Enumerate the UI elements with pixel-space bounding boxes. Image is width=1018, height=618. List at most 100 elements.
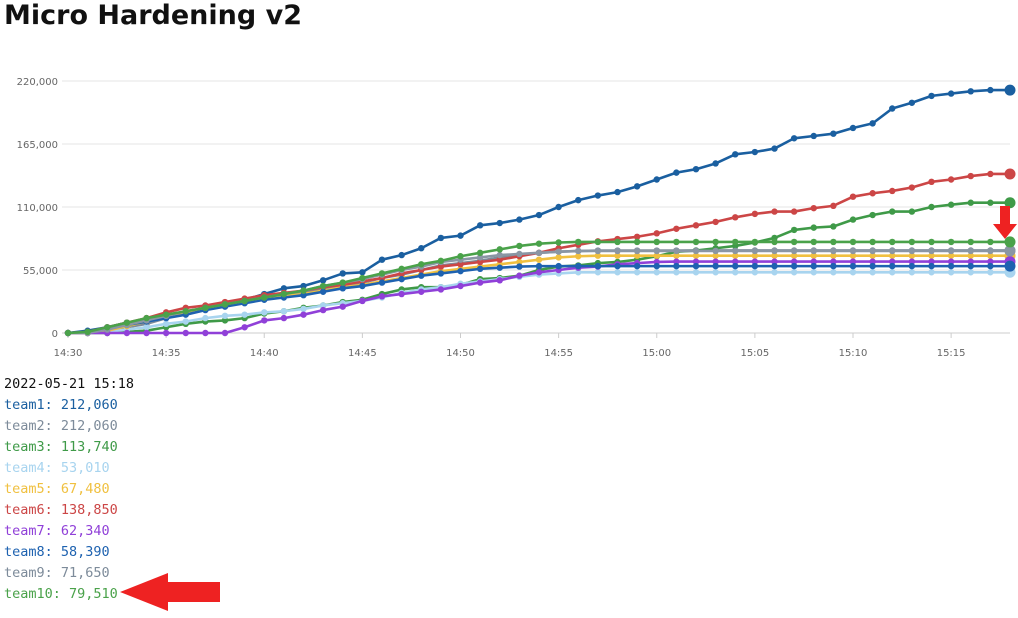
team10-point [300,287,307,294]
team10-point [162,311,170,318]
team6-point [673,225,680,232]
team8-point [614,262,621,270]
team3-point [849,216,857,223]
team5-point [516,258,523,266]
team9-point [476,254,484,261]
team6-point [849,193,857,200]
team7-point [359,297,366,305]
team1-point [633,183,641,190]
team10-point [633,238,641,246]
team10-point [653,238,660,246]
team6-point [830,202,837,210]
team7-point [908,258,916,265]
team8-point [594,262,602,270]
team3-point [810,224,817,231]
team6-point [633,233,641,240]
team10-point [732,238,739,246]
team5-point [653,252,660,259]
team7-point [162,329,170,337]
team10-point [182,308,189,315]
team5-point [673,252,680,259]
team7-point [751,258,759,265]
team1-point [418,245,425,252]
team10-point [241,297,248,305]
team10-point [555,239,562,246]
team8-point [790,262,798,270]
team1-point [771,145,778,152]
team1-point [535,211,543,219]
team10-point [614,238,621,246]
team10-point [202,304,209,311]
team7-point [535,269,543,276]
team3-point [967,199,974,206]
team9-point [496,251,503,259]
x-tick-label: 15:10 [839,348,868,359]
series-team1 [64,84,1016,337]
x-tick-label: 14:55 [544,348,573,359]
team1-point [280,285,288,292]
score-legend: 2022-05-21 15:18 team1: 212,060 team2: 21… [4,374,134,605]
team9-point [790,247,798,255]
team6-point [437,263,445,270]
team7-point [928,258,935,265]
team5-point [712,252,719,259]
x-tick-label: 14:50 [446,348,475,359]
team1-point [987,86,994,94]
team1-point [457,232,464,239]
team1-point [300,282,307,290]
team4-point [300,305,307,313]
team5-point [633,252,641,259]
team8-point [889,262,896,270]
team5-point [869,252,876,259]
team8-point [457,267,464,275]
team4-point [692,269,700,276]
team6-point [928,178,935,185]
team8-point [849,262,857,270]
team1-point [359,269,366,276]
x-tick-label: 14:40 [250,348,279,359]
team5-point [732,252,739,259]
team8-point [437,270,445,277]
team9-point [594,247,602,255]
team9-point [987,247,994,255]
team4-point [928,269,935,276]
team5-point [535,256,543,263]
legend-timestamp: 2022-05-21 15:18 [4,376,135,392]
team7-point [202,329,209,337]
team1-point [692,166,700,173]
team8-end-point [1004,260,1016,272]
legend-item: team8: 58,390 [4,544,110,560]
team9-point [692,247,700,255]
team3-point [908,208,916,215]
y-tick-label: 0 [52,329,58,340]
series-team7 [64,256,1016,337]
team10-point [398,265,405,273]
series-lines [64,84,1016,337]
y-tick-label: 165,000 [17,140,58,151]
team6-point [496,256,503,263]
team7-point [771,258,778,265]
team6-point [947,176,955,183]
team1-point [496,219,503,227]
team9-point [849,247,857,255]
team7-point [261,317,268,324]
team10-point [418,261,425,268]
left-arrow-annotation-icon [120,573,220,611]
team10-point [947,238,955,246]
team5-point [614,252,621,259]
team10-end-point [1004,236,1016,248]
arrow-shape [120,573,220,611]
team1-line [67,88,1010,335]
team5-point [889,252,896,259]
team10-point [575,238,582,246]
team8-point [751,262,759,270]
team6-point [889,187,896,195]
team10-point [261,294,268,301]
team10-point [123,319,131,326]
team10-point [64,329,72,337]
team7-point [987,258,994,265]
team6-point [869,190,876,197]
team6-end-point [1004,168,1016,180]
team9-point [771,247,778,255]
team10-point [359,274,366,282]
